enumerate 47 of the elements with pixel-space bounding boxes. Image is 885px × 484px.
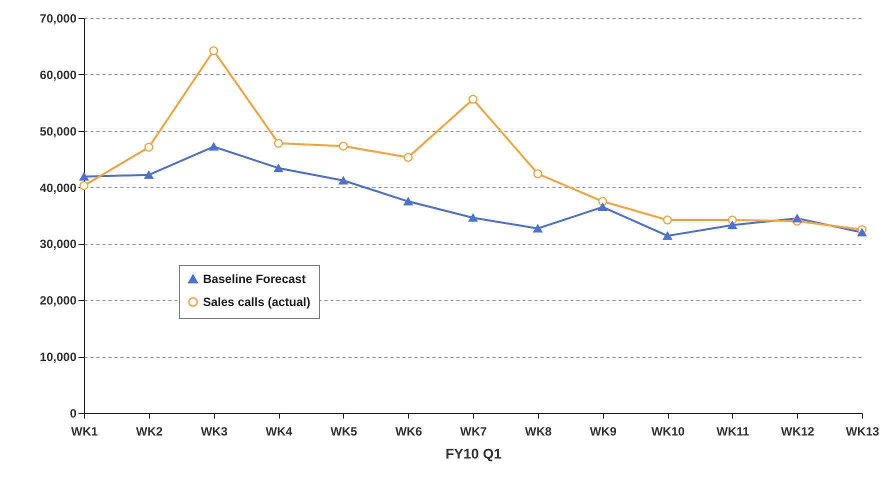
- point: [274, 138, 284, 148]
- point: [209, 46, 218, 56]
- point: [533, 224, 542, 232]
- x-tick-label: WK2: [136, 424, 163, 438]
- x-tick-label: WK4: [266, 424, 293, 438]
- y-tick-label: 30,000: [40, 237, 77, 252]
- y-tick-label: 60,000: [40, 68, 77, 82]
- x-tick-label: WK3: [200, 424, 228, 438]
- point: [598, 203, 608, 212]
- y-tick-label: 50,000: [40, 124, 77, 138]
- point: [533, 169, 542, 178]
- point: [274, 164, 284, 172]
- point: [404, 197, 413, 206]
- point: [338, 176, 348, 185]
- x-tick-label: WK13: [846, 424, 880, 438]
- point: [79, 181, 89, 190]
- x-tick-label: WK11: [716, 424, 750, 438]
- x-tick-label: WK9: [590, 424, 617, 438]
- y-tick-label: 40,000: [40, 180, 77, 195]
- x-tick-label: WK6: [395, 424, 422, 438]
- x-tick-label: WK7: [460, 424, 488, 438]
- point: [404, 152, 413, 162]
- point: [792, 214, 802, 222]
- x-axis-title: FY10 Q1: [445, 446, 502, 462]
- x-tick-label: WK12: [780, 424, 815, 438]
- y-tick-label: 20,000: [40, 294, 77, 308]
- x-tick-label: WK5: [330, 424, 358, 438]
- point: [662, 232, 672, 240]
- y-tick-label: 70,000: [40, 12, 77, 26]
- point: [468, 94, 478, 104]
- legend-label: Baseline Forecast: [203, 272, 306, 286]
- legend-label: Sales calls (actual): [203, 295, 310, 309]
- point: [468, 214, 478, 222]
- point: [338, 142, 348, 151]
- y-tick-label: 0: [70, 406, 77, 420]
- point: [857, 228, 867, 236]
- y-tick-label: 10,000: [40, 350, 77, 364]
- point: [144, 142, 154, 152]
- point: [209, 142, 218, 151]
- x-tick-label: WK1: [71, 424, 98, 438]
- point: [144, 170, 154, 179]
- x-tick-label: WK10: [651, 424, 685, 438]
- point: [728, 221, 737, 230]
- x-tick-label: WK8: [524, 424, 552, 438]
- point: [79, 172, 89, 181]
- point: [662, 216, 672, 225]
- point: [598, 196, 608, 206]
